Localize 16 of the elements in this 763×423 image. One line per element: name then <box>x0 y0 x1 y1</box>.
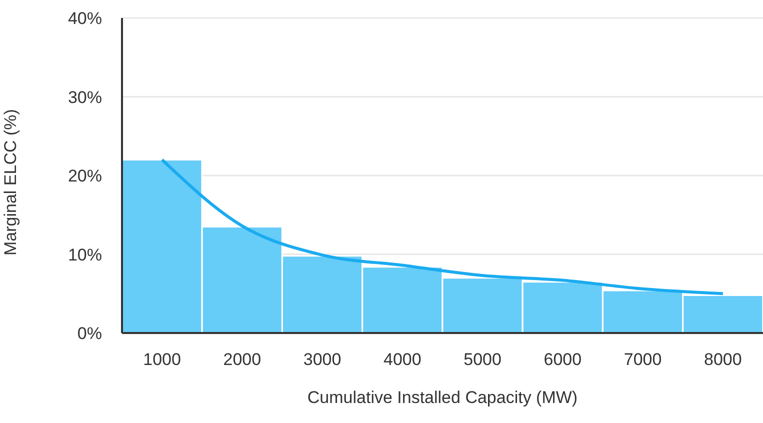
x-axis-title: Cumulative Installed Capacity (MW) <box>307 388 578 407</box>
x-tick-label: 5000 <box>464 350 502 370</box>
y-axis-title: Marginal ELCC (%) <box>1 109 20 256</box>
y-tick-label: 0% <box>77 324 102 344</box>
x-tick-label: 1000 <box>143 350 181 370</box>
x-tick-label: 8000 <box>704 350 742 370</box>
x-tick-label: 7000 <box>624 350 662 370</box>
line-series <box>160 158 724 296</box>
x-tick-label: 4000 <box>384 350 422 370</box>
y-tick-label: 20% <box>68 166 102 186</box>
x-tick-label: 3000 <box>303 350 342 370</box>
y-tick-label: 30% <box>68 88 102 107</box>
y-tick-label: 40% <box>68 9 102 28</box>
x-tick-label: 6000 <box>544 350 582 370</box>
y-tick-label: 10% <box>68 245 102 264</box>
x-tick-label: 2000 <box>223 350 262 370</box>
